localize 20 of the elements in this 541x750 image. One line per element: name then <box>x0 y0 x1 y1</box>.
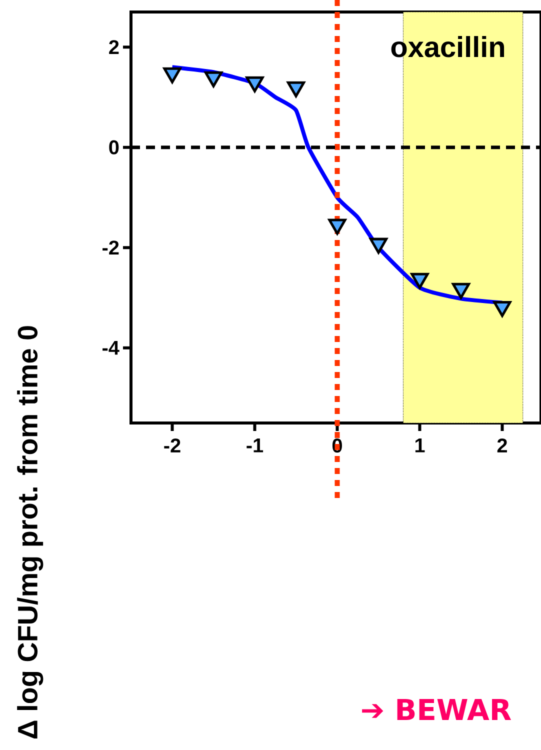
point <box>369 238 388 254</box>
y-axis-title: Δ log CFU/mg prot. from time 0 <box>17 326 44 739</box>
point <box>493 300 512 317</box>
point <box>452 282 470 299</box>
point <box>286 81 306 98</box>
y-tick-label: -2 <box>102 240 119 255</box>
annotation: oxacillin <box>391 36 504 58</box>
point <box>163 67 182 84</box>
point <box>328 218 346 235</box>
x-tick-label: 2 <box>497 438 507 452</box>
y-tick-label: 2 <box>109 40 119 54</box>
x-tick-label: 1 <box>415 438 425 452</box>
y-tick-label: -4 <box>102 340 120 355</box>
text: ➔ BEWAR <box>362 698 512 720</box>
x-tick-label: -1 <box>246 438 264 452</box>
point <box>246 76 264 92</box>
x-tick-label: -2 <box>164 438 180 452</box>
y-tick-label: 0 <box>109 140 119 154</box>
point <box>410 272 429 289</box>
point <box>204 71 223 88</box>
